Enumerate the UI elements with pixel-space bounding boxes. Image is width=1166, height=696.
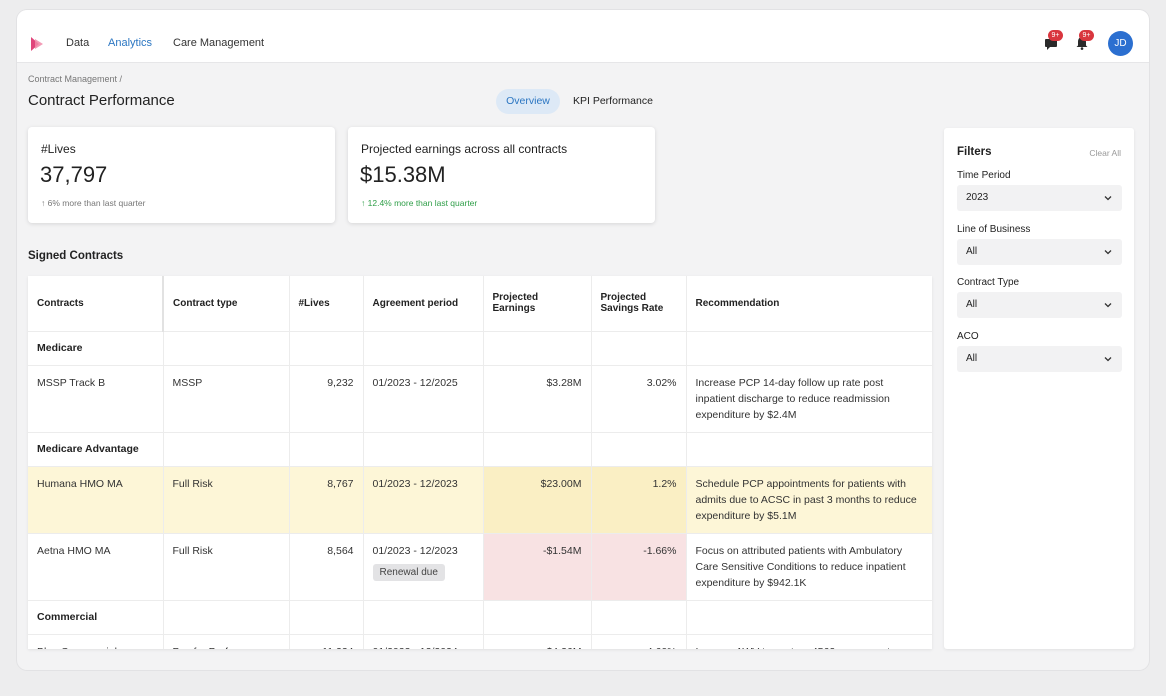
card-delta: ↑ 12.4% more than last quarter [361,198,478,208]
column-header[interactable]: Projected Earnings [483,276,592,332]
group-label: Commercial [28,600,164,635]
projected-earnings: $23.00M [483,466,592,534]
card-value: $15.38M [360,162,446,187]
renewal-due-badge: Renewal due [372,563,445,581]
arrow-up-icon: ↑ [41,198,46,208]
recommendation: Focus on attributed patients with Ambula… [686,533,932,601]
nav-data[interactable]: Data [66,37,90,49]
aco-select[interactable]: All [957,346,1122,372]
contract-type-select[interactable]: All [957,292,1122,318]
projected-savings-rate: 4.60% [591,634,687,649]
tab-overview[interactable]: Overview [496,89,560,114]
group-row: Medicare Advantage [28,432,932,467]
chevron-down-icon [1104,357,1112,362]
app-logo-icon[interactable] [29,36,45,52]
filter-label-aco: ACO [957,331,979,342]
signed-contracts-table: Contracts Contract type #Lives Agreement… [28,276,932,649]
projected-earnings: -$1.54M [483,533,592,601]
clear-all-link[interactable]: Clear All [1089,148,1121,158]
table-header-row: Contracts Contract type #Lives Agreement… [28,276,932,332]
recommendation: Increase PCP 14-day follow up rate post … [686,365,932,433]
table-row[interactable]: Humana HMO MA Full Risk 8,767 01/2023 - … [28,466,932,534]
card-label: #Lives [41,142,76,156]
time-period-select[interactable]: 2023 [957,185,1122,211]
filter-label-time-period: Time Period [957,170,1011,181]
contract-type: MSSP [163,365,290,433]
group-label: Medicare Advantage [28,432,164,467]
app-window: Data Analytics Care Management 9+ 9+ JD … [17,10,1149,670]
arrow-up-icon: ↑ [361,198,366,208]
user-avatar[interactable]: JD [1108,31,1133,56]
lives-count: 8,767 [289,466,364,534]
column-header[interactable]: Agreement period [363,276,484,332]
messages-icon[interactable] [1044,36,1058,50]
column-header[interactable]: #Lives [289,276,364,332]
lives-count: 11,234 [289,634,364,649]
lives-count: 8,564 [289,533,364,601]
contract-name[interactable]: MSSP Track B [28,365,164,433]
agreement-period: 01/2023 - 12/2024 [363,634,484,649]
column-header[interactable]: Contract type [163,276,290,332]
table-row[interactable]: MSSP Track B MSSP 9,232 01/2023 - 12/202… [28,365,932,433]
agreement-period-cell: 01/2023 - 12/2023 Renewal due [363,533,484,601]
notifications-badge: 9+ [1079,30,1094,41]
group-row: Medicare [28,331,932,366]
chevron-down-icon [1104,250,1112,255]
column-header[interactable]: Contracts [28,276,164,332]
contract-name[interactable]: Humana HMO MA [28,466,164,534]
filter-label-line-of-business: Line of Business [957,224,1031,235]
group-row: Commercial [28,600,932,635]
messages-badge: 9+ [1048,30,1063,41]
page-title: Contract Performance [28,92,175,109]
lives-card: #Lives 37,797 ↑ 6% more than last quarte… [28,127,335,223]
card-delta: ↑ 6% more than last quarter [41,198,146,208]
projected-savings-rate: 3.02% [591,365,687,433]
agreement-period: 01/2023 - 12/2025 [363,365,484,433]
lives-count: 9,232 [289,365,364,433]
projected-savings-rate: -1.66% [591,533,687,601]
agreement-period: 01/2023 - 12/2023 [363,466,484,534]
projected-savings-rate: 1.2% [591,466,687,534]
contract-type: Full Risk [163,466,290,534]
projected-earnings: $4.36M [483,634,592,649]
nav-analytics[interactable]: Analytics [108,37,153,49]
contract-name[interactable]: Blue Commercial [28,634,164,649]
breadcrumb[interactable]: Contract Management / [28,74,123,84]
chevron-down-icon [1104,303,1112,308]
contract-type: Pay for Performance [163,634,290,649]
card-value: 37,797 [40,162,108,187]
card-label: Projected earnings across all contracts [361,142,568,156]
projected-earnings-card: Projected earnings across all contracts … [348,127,655,223]
filters-title: Filters [957,146,992,158]
column-header[interactable]: Projected Savings Rate [591,276,687,332]
column-header[interactable]: Recommendation [686,276,932,332]
contract-type: Full Risk [163,533,290,601]
filter-label-contract-type: Contract Type [957,277,1020,288]
filters-panel: Filters Clear All Time Period 2023 Line … [944,128,1134,649]
table-row[interactable]: Blue Commercial Pay for Performance 11,2… [28,634,932,649]
table-row[interactable]: Aetna HMO MA Full Risk 8,564 01/2023 - 1… [28,533,932,601]
projected-earnings: $3.28M [483,365,592,433]
tab-kpi-performance[interactable]: KPI Performance [573,95,653,107]
line-of-business-select[interactable]: All [957,239,1122,265]
contract-name[interactable]: Aetna HMO MA [28,533,164,601]
recommendation: Schedule PCP appointments for patients w… [686,466,932,534]
top-navigation-bar: Data Analytics Care Management 9+ 9+ JD [17,10,1149,63]
group-label: Medicare [28,331,164,366]
nav-care-management[interactable]: Care Management [173,37,265,49]
recommendation: Improve AWV to capture 4562 care gaps to… [686,634,932,649]
agreement-period: 01/2023 - 12/2023 [372,544,458,557]
section-title: Signed Contracts [28,250,124,262]
chevron-down-icon [1104,196,1112,201]
